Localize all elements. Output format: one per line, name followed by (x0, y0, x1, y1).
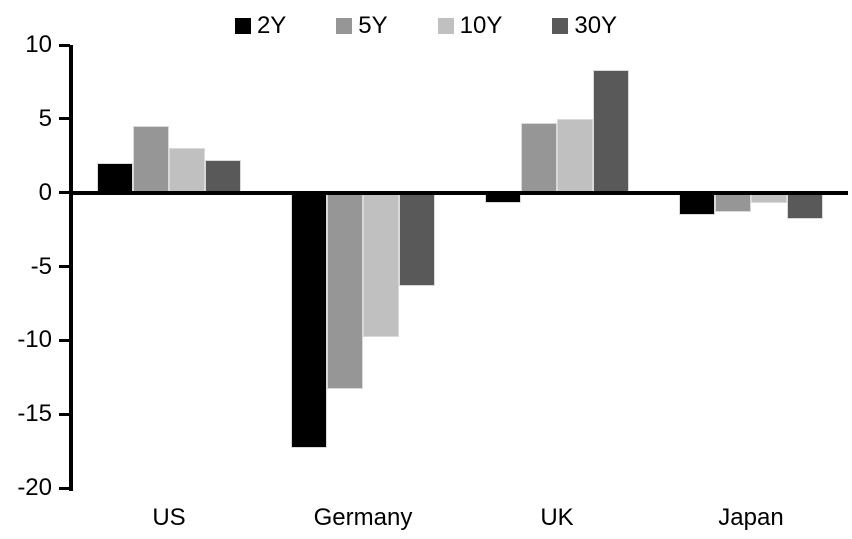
bar-us-5y (133, 126, 169, 193)
y-axis-tick (59, 412, 70, 416)
y-axis-tick-label: -5 (30, 252, 52, 280)
x-axis-category-label: UK (540, 504, 574, 531)
bar-uk-30y (593, 70, 629, 193)
y-axis-tick-label: 10 (25, 31, 52, 58)
y-axis-tick-label: 5 (38, 104, 52, 132)
y-axis-tick-label: 0 (38, 178, 52, 206)
bar-uk-10y (557, 118, 593, 193)
legend-swatch-icon (437, 18, 454, 34)
legend-swatch-icon (552, 18, 569, 34)
legend-item-10y: 10Y (437, 12, 503, 39)
bar-germany-10y (363, 192, 399, 338)
y-axis-tick (59, 43, 70, 47)
y-axis-tick (59, 117, 70, 121)
legend-label: 10Y (459, 12, 503, 39)
y-axis-tick (59, 486, 70, 490)
zero-baseline (72, 190, 848, 195)
legend-item-5y: 5Y (336, 12, 388, 39)
y-axis-tick-label: -20 (17, 474, 52, 501)
legend: 2Y 5Y 10Y 30Y (0, 13, 852, 39)
bar-uk-5y (521, 123, 557, 193)
bar-japan-2y (679, 192, 715, 215)
y-axis-tick-label: -10 (17, 326, 52, 354)
bar-germany-2y (291, 192, 327, 449)
x-axis-category-label: Japan (718, 504, 784, 531)
bar-germany-5y (327, 192, 363, 390)
legend-label: 5Y (358, 12, 388, 39)
legend-swatch-icon (336, 18, 353, 34)
legend-label: 2Y (256, 12, 287, 39)
bar-japan-5y (715, 192, 751, 212)
bar-japan-30y (787, 192, 823, 220)
bar-us-30y (205, 160, 241, 193)
legend-item-30y: 30Y (552, 13, 617, 39)
y-axis-tick (59, 265, 70, 268)
x-axis-category-label: US (152, 504, 186, 531)
bar-us-2y (97, 163, 133, 193)
legend-swatch-icon (234, 18, 251, 34)
legend-item-2y: 2Y (234, 12, 287, 39)
x-axis-category-label: Germany (313, 504, 413, 531)
legend-label: 30Y (574, 12, 618, 39)
bar-us-10y (169, 148, 205, 193)
y-axis-line (69, 45, 73, 491)
y-axis-tick (59, 338, 70, 342)
y-axis-tick-label: -15 (17, 400, 52, 428)
bar-germany-30y (399, 192, 435, 286)
y-axis-tick (59, 191, 70, 195)
